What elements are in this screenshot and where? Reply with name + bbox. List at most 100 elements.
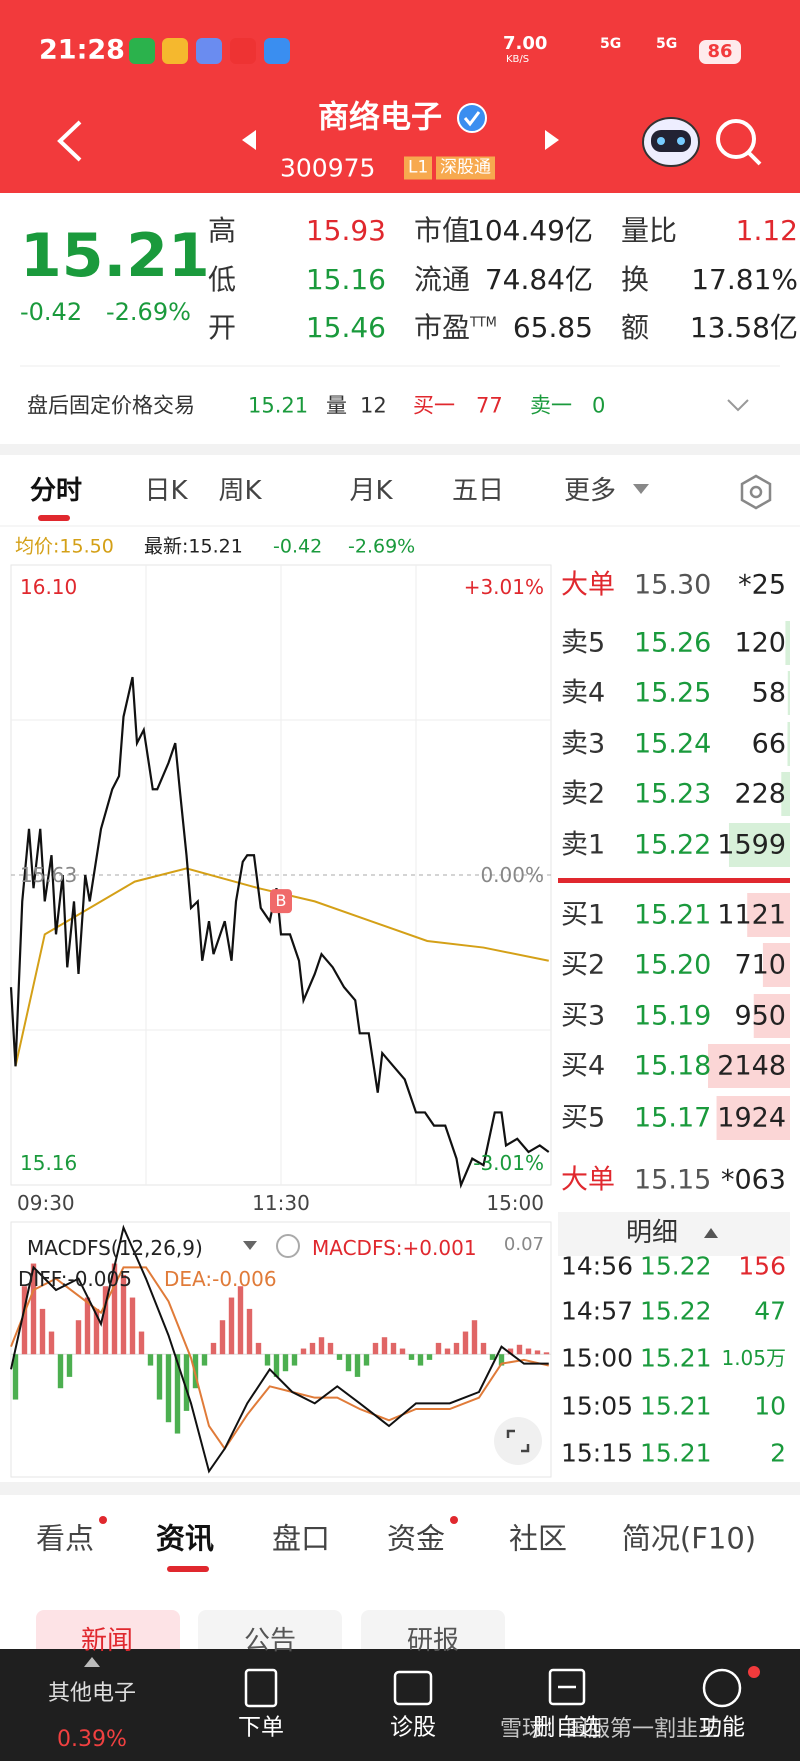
tab[interactable]: 日K [144,476,188,506]
macd-frame [10,1221,552,1478]
pct-label: +3.01% [463,575,544,599]
fullscreen-btn[interactable] [494,1417,542,1465]
back-icon[interactable] [57,120,82,162]
stat-label: 高 [208,214,237,247]
book-price: 15.19 [634,1000,712,1032]
tab-underline [38,515,70,521]
trade-marker [270,889,292,914]
content-tab[interactable]: 资讯 [155,1521,215,1556]
macd-bar [273,1354,280,1377]
detail-label: 明细 [625,1218,679,1248]
macd-title: MACDFS(12,26,9) [27,1236,203,1260]
remove-icon[interactable] [548,1668,586,1706]
change: -0.42 [273,535,323,558]
tab[interactable]: 周K [218,476,262,506]
bar-item[interactable]: 诊股 [390,1714,436,1741]
book-label: 卖4 [561,677,606,709]
sector[interactable]: 其他电子 [47,1681,137,1706]
macd-bar [237,1286,244,1355]
sub-tab[interactable]: 新闻 [80,1626,134,1656]
prev-icon[interactable] [242,130,256,150]
macd-bar [264,1354,271,1366]
app-icon [129,38,155,64]
content-tab[interactable]: 资金 [386,1521,446,1556]
detail-arrow[interactable] [704,1228,718,1238]
macd-bar [507,1348,514,1355]
stat-value: 15.93 [305,214,386,247]
bar-item[interactable]: 删自选 [532,1714,602,1741]
book-price: 15.30 [634,569,712,601]
content-tab[interactable]: 简况(F10) [621,1521,757,1556]
macd-bar [102,1286,109,1355]
stat-label: 流通 [414,263,471,296]
expand-icon[interactable] [727,399,749,412]
content-tab[interactable]: 盘口 [271,1521,331,1556]
macd-bar [462,1331,469,1355]
macd-bar [480,1342,487,1355]
macd-bar [156,1354,163,1400]
stat-value: 65.85 [512,311,593,344]
sub-tab[interactable]: 研报 [406,1626,460,1656]
help-icon[interactable] [276,1234,300,1258]
stock-code: 300975 [280,153,376,183]
menu-icon[interactable] [702,1668,742,1708]
macd-bar [426,1354,433,1360]
fullscreen-icon [506,1429,515,1438]
book-volume: 228 [734,778,786,810]
trade-volume: 156 [738,1251,786,1281]
dropdown-icon[interactable] [243,1241,257,1250]
net-unit: KB/S [506,54,530,65]
search-handle [747,151,762,166]
tab[interactable]: 更多 [563,476,617,506]
macd-bar [219,1320,226,1355]
macd-bar [201,1354,208,1366]
search-icon[interactable] [716,119,756,159]
volume-bar [753,994,790,1038]
next-icon[interactable] [545,130,559,150]
volume-bar [708,1044,790,1088]
macd-bar [93,1308,100,1355]
tab[interactable]: 分时 [29,476,83,506]
macd-bar [165,1354,172,1423]
macd-bar [84,1297,91,1355]
bar-item[interactable]: 下单 [238,1714,284,1741]
tab[interactable]: 五日 [451,476,505,506]
volume: 12 [360,393,387,418]
bid1-label: 买一 [413,393,455,418]
trade-time: 14:57 [561,1296,634,1326]
diagnose-icon[interactable] [393,1670,433,1706]
macd-bar [525,1348,532,1355]
order-icon[interactable] [244,1668,278,1708]
content-tab[interactable]: 社区 [508,1521,568,1556]
up-arrow [84,1657,100,1667]
sub-tab[interactable]: 公告 [243,1626,297,1656]
macd-bar [75,1320,82,1355]
latest: 最新:15.21 [144,535,243,558]
macdfs-value: MACDFS:+0.001 [312,1236,477,1260]
macd-bar [444,1348,451,1355]
macd-bar [300,1348,307,1355]
book-price: 15.15 [634,1164,712,1196]
book-label: 卖3 [561,728,606,760]
ask1: 0 [592,393,606,418]
ask1-label: 卖一 [530,393,572,418]
content-tab[interactable]: 看点 [35,1521,95,1556]
volume-bar [728,823,790,867]
x-tick-label: 11:30 [252,1191,310,1215]
fullscreen-icon [521,1444,530,1453]
dropdown-icon[interactable] [633,484,649,494]
tag: 深股通 [436,156,495,180]
settings-core [749,485,763,499]
book-price: 15.26 [634,627,712,659]
tag: L1 [404,156,433,180]
stat-label: 市盈TTM [414,311,497,344]
settings-icon[interactable] [740,474,772,510]
app-icon [196,38,222,64]
macd-bar [381,1337,388,1355]
bar-item[interactable]: 功能 [699,1714,745,1741]
volume-bar [762,943,790,987]
tab[interactable]: 月K [349,476,393,506]
stat-label: 额 [621,311,650,344]
macd-bar [129,1297,136,1355]
